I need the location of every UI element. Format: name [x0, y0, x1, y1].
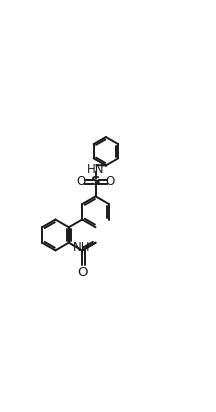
Text: NH: NH [73, 241, 90, 254]
Text: O: O [76, 175, 86, 188]
Text: S: S [91, 175, 100, 188]
Text: HN: HN [87, 164, 104, 176]
Text: O: O [77, 266, 87, 279]
Text: O: O [105, 175, 114, 188]
